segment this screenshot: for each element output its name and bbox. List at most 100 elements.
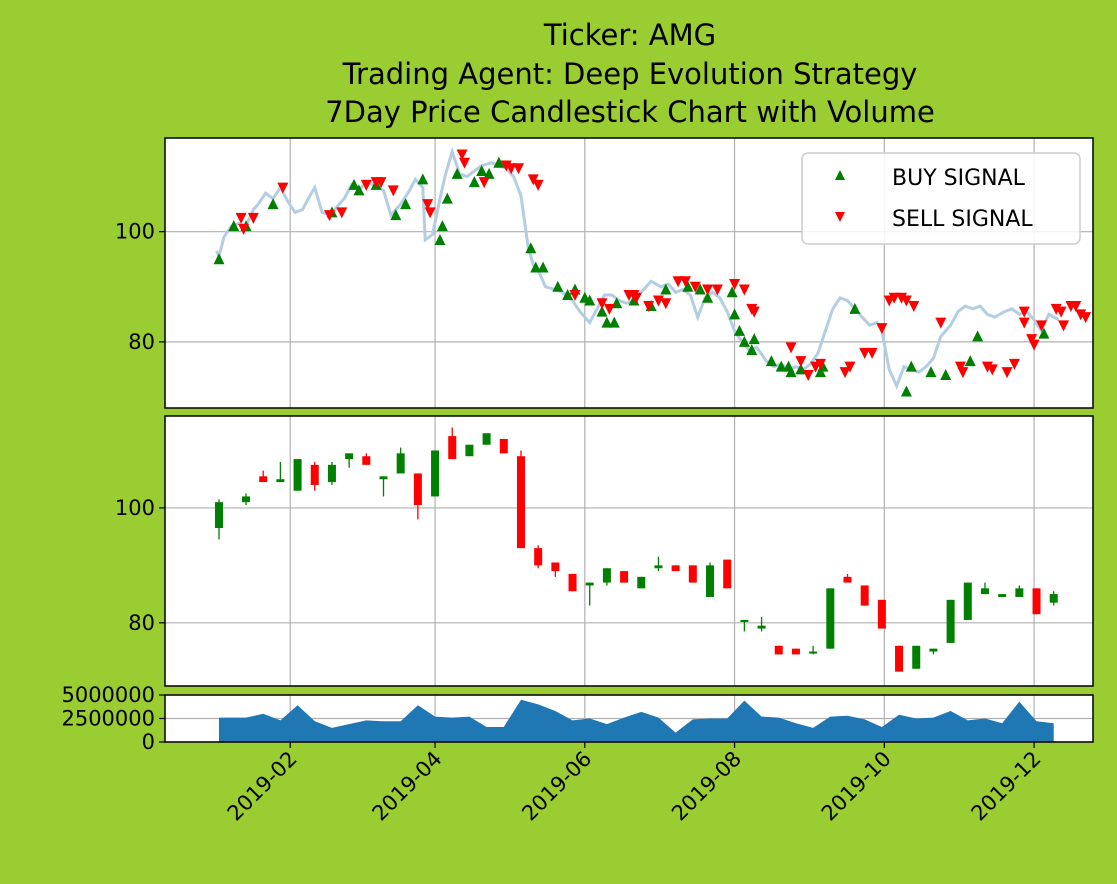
candle-body — [723, 559, 732, 589]
buy-signal-marker — [814, 366, 826, 378]
candle-body — [654, 565, 663, 569]
sell-signal-marker — [660, 298, 672, 310]
price-panel: 80 100 BUY SIGNAL SELL SIGNAL — [115, 137, 1094, 409]
price-ytick-label-0: 80 — [128, 330, 155, 354]
sell-signal-marker — [957, 367, 969, 379]
sell-signal-marker — [785, 342, 797, 354]
candle-body — [706, 565, 715, 597]
candle-body — [465, 444, 474, 457]
buy-signal-marker — [702, 291, 714, 303]
buy-signal-marker — [552, 280, 564, 292]
candlestick-series — [215, 427, 1058, 672]
sell-signal-marker — [1050, 303, 1062, 315]
sell-signal-marker — [500, 160, 512, 172]
legend-box — [801, 152, 1081, 245]
candle-body — [740, 619, 749, 622]
buy-signal-marker — [436, 220, 448, 232]
sell-signal-marker — [679, 276, 691, 288]
candle-body — [276, 479, 285, 483]
volume-ytick-label-0: 0 — [142, 730, 155, 754]
candle-body — [1049, 594, 1058, 603]
sell-signal-marker — [702, 284, 714, 296]
sell-signal-marker — [729, 279, 741, 291]
buy-signal-marker — [483, 167, 495, 179]
title-line-3: 7Day Price Candlestick Chart with Volume — [325, 95, 935, 129]
buy-signal-marker — [267, 198, 279, 210]
candle-body — [1015, 588, 1024, 597]
buy-signal-marker — [468, 176, 480, 188]
candlestick-panel-y-ticks: 80 100 — [115, 496, 165, 635]
sell-signal-marker — [866, 347, 878, 359]
sell-signal-marker — [839, 367, 851, 379]
sell-signal-marker — [908, 301, 920, 313]
buy-signal-marker — [537, 261, 549, 273]
sell-signal-marker — [1058, 320, 1070, 332]
sell-signal-marker — [643, 301, 655, 313]
candle-body — [809, 651, 818, 654]
candle-body — [482, 433, 491, 445]
candle-body — [585, 582, 594, 586]
candle-body — [551, 562, 560, 572]
candle-body — [327, 464, 336, 483]
candle-body — [791, 648, 800, 655]
buy-signal-marker — [733, 324, 745, 336]
candle-body — [1032, 588, 1041, 615]
buy-signal-marker — [441, 192, 453, 204]
volume-ytick-label-1: 2500000 — [61, 707, 155, 731]
buy-signal-marker — [748, 333, 760, 345]
candle-body — [379, 476, 388, 480]
sell-signal-marker — [986, 364, 998, 376]
buy-signal-marker — [775, 360, 787, 372]
sell-signal-marker — [277, 182, 289, 194]
sell-signal-marker — [888, 292, 900, 304]
sell-signal-marker — [247, 212, 259, 224]
sell-signal-marker — [630, 292, 642, 304]
sell-signal-marker — [896, 292, 908, 304]
sell-signal-marker — [1001, 367, 1013, 379]
candle-body — [362, 456, 371, 465]
candle-body — [499, 438, 508, 454]
sell-signal-marker — [527, 174, 539, 186]
buy-signal-marker — [726, 286, 738, 298]
sell-signal-marker — [513, 163, 525, 175]
buy-signal-marker — [765, 355, 777, 367]
legend-sell-marker — [835, 212, 845, 222]
sell-signal-marker — [478, 177, 490, 189]
title-line-1: Ticker: AMG — [543, 18, 716, 52]
candle-body — [946, 599, 955, 643]
candle-body — [980, 588, 989, 595]
candle-body — [877, 599, 886, 629]
buy-signal-marker — [353, 184, 365, 196]
sell-signal-marker — [360, 179, 372, 191]
buy-signal-marker — [940, 368, 952, 380]
candle-body — [293, 459, 302, 491]
candle-body — [688, 565, 697, 583]
candlestick-panel-background — [165, 416, 1093, 686]
buy-signal-marker — [596, 305, 608, 317]
sell-signal-marker — [935, 317, 947, 329]
sell-signal-marker — [505, 163, 517, 175]
candle-body — [860, 585, 869, 606]
chart-legend: BUY SIGNAL SELL SIGNAL — [801, 152, 1081, 245]
candlestick-panel: 80 100 — [115, 415, 1094, 687]
sell-signal-marker — [1035, 320, 1047, 332]
sell-signal-marker — [603, 303, 615, 315]
buy-signal-marker — [451, 167, 463, 179]
buy-signal-marker — [562, 289, 574, 301]
candle-body — [345, 453, 354, 460]
buy-signal-marker — [213, 253, 225, 265]
candle-body — [774, 645, 783, 655]
buy-signal-marker — [608, 316, 620, 328]
sell-signal-marker — [1070, 301, 1082, 313]
buy-signal-marker — [601, 316, 613, 328]
sell-signal-marker — [711, 284, 723, 296]
buy-signal-marker — [530, 261, 542, 273]
buy-signal-marker — [493, 156, 505, 168]
candle-body — [413, 473, 422, 506]
sell-signal-marker — [802, 369, 814, 381]
sell-signal-marker — [238, 223, 250, 235]
sell-signal-marker — [1018, 317, 1030, 329]
